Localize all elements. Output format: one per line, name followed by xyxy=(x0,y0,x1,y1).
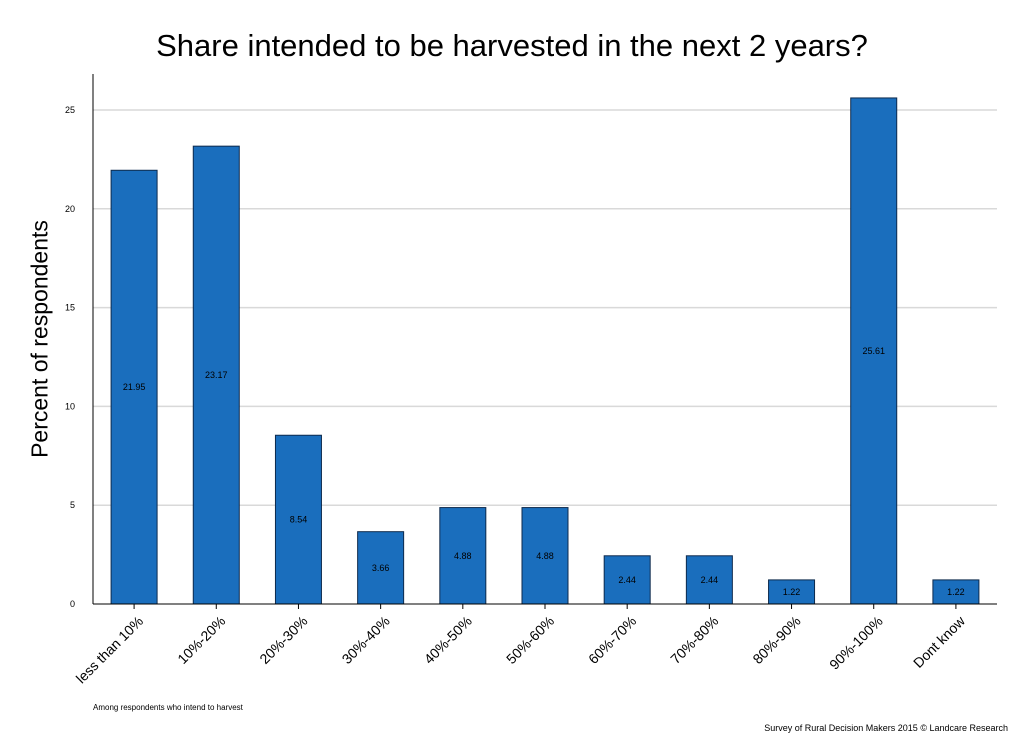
x-tick-label: 70%-80% xyxy=(667,613,721,667)
x-tick-label: 90%-100% xyxy=(826,613,886,673)
bar xyxy=(357,531,405,605)
data-label: 25.61 xyxy=(862,346,885,356)
x-tick-label: 20%-30% xyxy=(256,613,310,667)
x-tick-label: Dont know xyxy=(910,612,969,671)
data-label: 3.66 xyxy=(372,563,390,573)
bar xyxy=(274,434,322,605)
data-label: 1.22 xyxy=(783,587,801,597)
data-label: 8.54 xyxy=(290,515,308,525)
x-tick-label: 30%-40% xyxy=(339,613,393,667)
y-tick-label: 5 xyxy=(70,500,75,510)
bar xyxy=(850,97,898,605)
x-tick-label: less than 10% xyxy=(73,613,147,687)
x-tick-label: 40%-50% xyxy=(421,613,475,667)
bar xyxy=(603,555,651,605)
bar xyxy=(110,169,158,605)
y-tick-label: 25 xyxy=(65,105,75,115)
x-tick-label: 60%-70% xyxy=(585,613,639,667)
y-tick-label: 20 xyxy=(65,204,75,214)
bar xyxy=(521,507,569,605)
x-tick-label: 80%-90% xyxy=(749,613,803,667)
bar xyxy=(932,579,980,605)
bar xyxy=(192,145,240,605)
bar xyxy=(685,555,733,605)
y-tick-label: 0 xyxy=(70,599,75,609)
data-label: 2.44 xyxy=(701,575,719,585)
footnote: Among respondents who intend to harvest xyxy=(93,703,243,712)
data-label: 21.95 xyxy=(123,382,146,392)
data-label: 1.22 xyxy=(947,587,965,597)
chart-title: Share intended to be harvested in the ne… xyxy=(156,28,868,63)
credit-text: Survey of Rural Decision Makers 2015 © L… xyxy=(764,723,1008,733)
bar xyxy=(439,507,487,605)
x-tick-label: 10%-20% xyxy=(174,613,228,667)
data-label: 4.88 xyxy=(454,551,472,561)
data-label: 4.88 xyxy=(536,551,554,561)
x-tick-label: 50%-60% xyxy=(503,613,557,667)
y-tick-label: 15 xyxy=(65,303,75,313)
data-label: 2.44 xyxy=(618,575,636,585)
data-label: 23.17 xyxy=(205,370,228,380)
y-tick-label: 10 xyxy=(65,401,75,411)
